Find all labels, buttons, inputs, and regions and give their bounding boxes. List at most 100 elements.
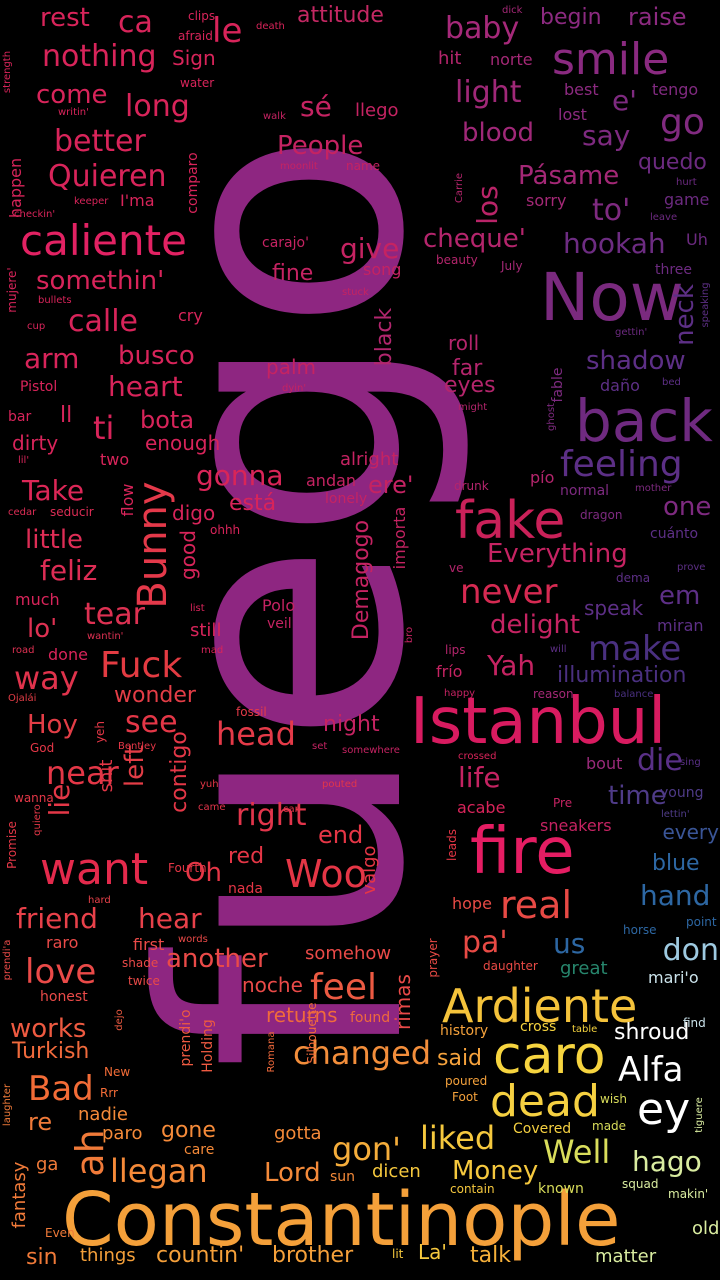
- cloud-word: attitude: [297, 3, 384, 28]
- cloud-word: near: [46, 754, 119, 792]
- cloud-word: tiguere: [694, 1097, 705, 1133]
- cloud-word: tear: [84, 597, 145, 632]
- cloud-word: head: [216, 715, 296, 753]
- cloud-word: hookah: [563, 227, 666, 260]
- cloud-word: raise: [628, 3, 687, 31]
- cloud-word: cedar: [8, 507, 37, 518]
- cloud-word: alright: [340, 449, 399, 470]
- cloud-word: los: [471, 185, 504, 225]
- cloud-word: blood: [462, 118, 535, 148]
- cloud-word: fine: [272, 261, 314, 286]
- cloud-word: sin: [26, 1245, 58, 1270]
- cloud-word: Romana: [266, 1031, 277, 1073]
- cloud-word: dema: [616, 571, 651, 585]
- cloud-word: Covered: [513, 1121, 572, 1137]
- cloud-word: gonna: [196, 459, 284, 492]
- cloud-word: importa: [390, 506, 409, 570]
- cloud-word: llegan: [110, 1152, 208, 1190]
- cloud-word: nadie: [78, 1104, 128, 1125]
- cloud-word: death: [256, 21, 285, 32]
- cloud-word: Pistol: [20, 379, 58, 395]
- cloud-word: one: [663, 492, 712, 522]
- cloud-word: wantin': [87, 631, 124, 642]
- cloud-word: feliz: [40, 554, 98, 587]
- cloud-word: quedo: [638, 150, 707, 175]
- cloud-word: lil': [18, 455, 30, 466]
- cloud-word: smile: [552, 34, 670, 85]
- cloud-word: prove: [677, 562, 706, 573]
- cloud-word: delight: [490, 610, 581, 640]
- cloud-word: fable: [550, 367, 566, 403]
- cloud-word: sing: [680, 757, 701, 768]
- cloud-word: makin': [668, 1187, 709, 1201]
- cloud-word: drunk: [454, 479, 489, 493]
- cloud-word: countin': [156, 1243, 245, 1268]
- cloud-word: frío: [436, 662, 463, 681]
- cloud-word: le: [212, 11, 243, 51]
- cloud-word: quiero: [32, 804, 43, 836]
- cloud-word: contigo: [167, 731, 192, 813]
- cloud-word: ti: [93, 409, 115, 447]
- cloud-word: People: [277, 131, 364, 161]
- cloud-word: leave: [650, 212, 678, 223]
- cloud-word: say: [582, 119, 631, 152]
- cloud-word: lost: [558, 105, 587, 124]
- cloud-word: ey: [637, 1084, 691, 1135]
- cloud-word: ohhh: [210, 523, 241, 537]
- cloud-word: black: [372, 307, 397, 367]
- cloud-word: Silhouette: [305, 1002, 319, 1064]
- cloud-word: little: [25, 525, 84, 555]
- cloud-word: table: [572, 1024, 598, 1035]
- cloud-word: Fourth: [168, 861, 207, 875]
- cloud-word: speak: [584, 596, 644, 620]
- cloud-word: Foot: [452, 1090, 478, 1104]
- cloud-word: caliente: [20, 216, 187, 265]
- cloud-word: Bentley: [118, 741, 157, 752]
- cloud-word: comparo: [185, 152, 201, 214]
- cloud-word: lo': [27, 614, 58, 644]
- cloud-word: good: [176, 530, 200, 580]
- cloud-word: history: [440, 1023, 489, 1039]
- cloud-word: ghost: [546, 403, 557, 431]
- cloud-word: baby: [445, 11, 520, 46]
- cloud-word: Now: [540, 259, 684, 336]
- cloud-word: hit: [438, 48, 462, 69]
- cloud-word: dick: [502, 5, 523, 16]
- cloud-word: bar: [8, 409, 32, 425]
- cloud-word: best: [564, 80, 599, 99]
- cloud-word: ve: [449, 561, 464, 575]
- cloud-word: I'ma: [120, 191, 155, 210]
- cloud-word: gettin': [615, 327, 648, 338]
- cloud-word: prayer: [426, 938, 440, 978]
- cloud-word: shroud: [614, 1020, 690, 1045]
- cloud-word: God: [30, 741, 55, 755]
- cloud-word: stuck: [342, 287, 369, 298]
- cloud-word: Everything: [487, 539, 628, 569]
- cloud-word: crossed: [458, 751, 497, 762]
- cloud-word: happy: [444, 688, 476, 699]
- cloud-word: real: [500, 883, 573, 927]
- cloud-word: yuh: [200, 779, 219, 790]
- cloud-word: known: [538, 1181, 584, 1197]
- cloud-word: fire: [470, 815, 575, 889]
- cloud-word: shadow: [586, 346, 686, 376]
- cloud-word: veil: [267, 616, 292, 632]
- cloud-word: will: [550, 644, 567, 655]
- cloud-word: road: [12, 645, 35, 656]
- cloud-word: find: [683, 1016, 706, 1030]
- cloud-word: roll: [448, 331, 480, 355]
- cloud-word: ca: [118, 5, 153, 40]
- cloud-word: name: [346, 159, 381, 173]
- cloud-word: Hoy: [27, 710, 78, 740]
- cloud-word: hard: [88, 895, 111, 906]
- cloud-word: norte: [490, 50, 533, 69]
- cloud-word: back: [575, 387, 713, 455]
- cloud-word: checkin': [14, 209, 56, 220]
- cloud-word: horse: [623, 923, 657, 937]
- cloud-word: em: [659, 581, 701, 611]
- cloud-word: care: [184, 1142, 215, 1158]
- cloud-word: reason: [533, 687, 574, 701]
- cloud-word: rimas: [391, 974, 415, 1030]
- cloud-word: changed: [293, 1034, 432, 1072]
- cloud-word: speaking: [700, 282, 711, 328]
